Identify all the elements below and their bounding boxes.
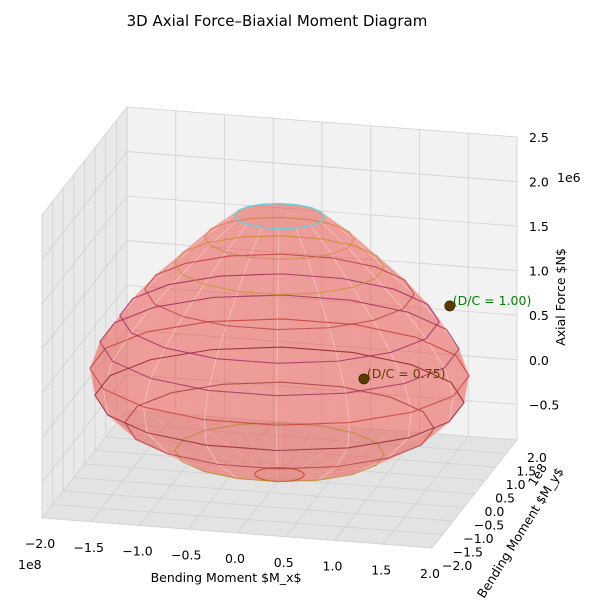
x-tick-label: −0.5 xyxy=(171,547,201,562)
z-tick-label: 1.5 xyxy=(529,219,549,234)
y-tick-label: −1.0 xyxy=(463,531,493,546)
surface-facet xyxy=(207,358,278,397)
z-tick-label: 0.5 xyxy=(529,308,549,323)
x-tick-label: 2.0 xyxy=(420,566,440,581)
grid-line-z xyxy=(41,195,518,305)
z-axis-label: Axial Force $N$ xyxy=(553,248,568,346)
contour-line xyxy=(203,216,356,260)
x-axis-label: Bending Moment $M_x$ xyxy=(151,570,302,585)
y-tick-label: 0.0 xyxy=(485,504,505,519)
contour-line xyxy=(174,235,385,296)
y-tick-label: −0.5 xyxy=(474,518,504,533)
y-tick-label: 2.0 xyxy=(527,450,547,465)
contour-line xyxy=(174,422,385,483)
chart-title: 3D Axial Force–Biaxial Moment Diagram xyxy=(127,12,428,30)
grid-lines xyxy=(41,106,518,549)
x-tick-label: 1.5 xyxy=(371,562,391,577)
x-tick-label: −1.0 xyxy=(122,544,152,559)
grid-line-z xyxy=(41,284,518,394)
z-tick-label: 2.5 xyxy=(529,130,549,145)
grid-line-y xyxy=(73,174,464,508)
data-point-label: (D/C = 0.75) xyxy=(367,366,446,381)
contour-line xyxy=(119,273,440,364)
z-tick-label: 2.0 xyxy=(529,175,549,190)
contour-line xyxy=(144,253,415,331)
z-tick-label: −0.5 xyxy=(529,397,559,412)
y-tick-label: 0.5 xyxy=(495,491,515,506)
z-tick-label: 1.0 xyxy=(529,264,549,279)
grid-line-z xyxy=(41,240,518,349)
grid-line-y xyxy=(84,161,475,495)
data-points: (D/C = 1.00) (D/C = 0.75) xyxy=(358,293,532,385)
grid-line-z xyxy=(41,106,518,216)
tick-labels: −2.0 −1.5 −1.0 −0.5 0.0 0.5 1.0 1.5 2.0−2.0−1.5−… xyxy=(25,130,560,581)
z-tick-label: 0.0 xyxy=(529,353,549,368)
data-point-marker xyxy=(358,373,370,385)
y-tick-label: −1.5 xyxy=(453,545,483,560)
z-offset-text: 1e6 xyxy=(557,170,581,185)
x-tick-label: −2.0 xyxy=(25,536,55,551)
x-tick-label: 1.0 xyxy=(323,559,343,574)
grid-line-y xyxy=(41,215,433,549)
grid-line-y xyxy=(105,134,496,468)
y-tick-label: −2.0 xyxy=(442,558,472,573)
data-point-marker xyxy=(444,300,456,312)
grid-line-y xyxy=(126,107,518,441)
grid-line-y xyxy=(62,188,454,522)
grid-line-z xyxy=(41,151,518,260)
y-tick-label: 1.0 xyxy=(506,477,526,492)
interaction-surface xyxy=(89,202,470,483)
surface-facet xyxy=(276,327,339,364)
contour-line xyxy=(89,318,470,426)
data-point-label: (D/C = 1.00) xyxy=(453,293,532,308)
contour-line xyxy=(99,294,460,397)
surface-facet xyxy=(276,422,350,451)
surface-facet xyxy=(276,392,350,426)
contour-line xyxy=(233,202,326,230)
x-tick-label: −1.5 xyxy=(74,540,104,555)
grid-line-z xyxy=(41,373,518,483)
x-tick-label: 0.0 xyxy=(225,551,245,566)
y-tick-label: 1.5 xyxy=(516,464,536,479)
grid-line-y xyxy=(94,147,486,481)
surface-facet xyxy=(276,360,347,396)
surface-facet xyxy=(215,325,278,364)
x-offset-text: 1e8 xyxy=(18,557,42,572)
grid-line-y xyxy=(52,201,443,535)
contour-line xyxy=(94,346,465,452)
grid-line-z xyxy=(41,329,518,439)
x-tick-label: 0.5 xyxy=(274,555,294,570)
